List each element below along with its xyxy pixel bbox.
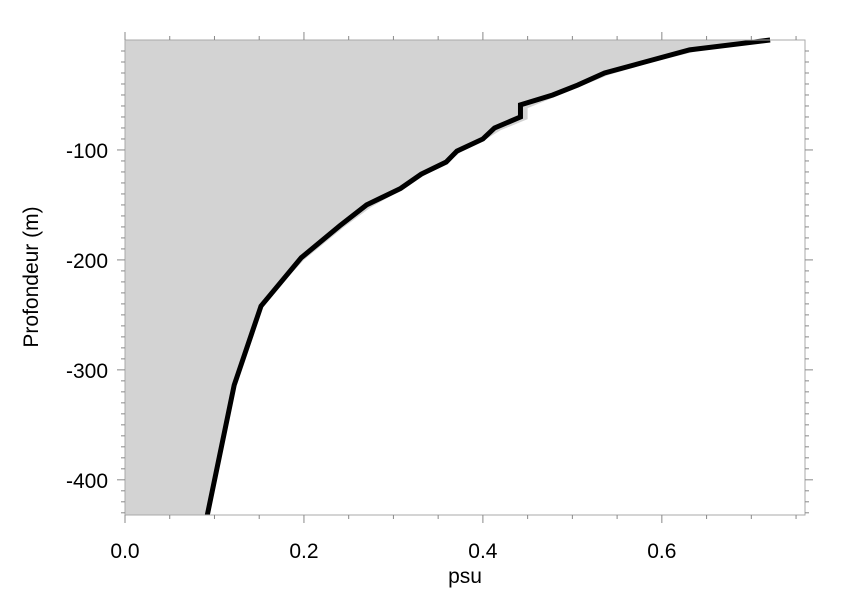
- y-axis-label: Profondeur (m): [20, 206, 43, 347]
- plot-frame: [124, 39, 806, 516]
- y-tick-label: -400: [66, 470, 108, 493]
- x-tick-label: 0.4: [468, 540, 498, 563]
- x-axis-label: psu: [448, 565, 482, 588]
- shaded-area: [125, 40, 770, 515]
- profile-line: [204, 37, 771, 516]
- x-tick-label: 0.0: [110, 540, 139, 563]
- x-tick-label: 0.2: [289, 540, 318, 563]
- y-tick-label: -200: [66, 250, 108, 273]
- y-tick-label: -100: [66, 140, 108, 163]
- x-tick-label: 0.6: [647, 540, 676, 563]
- y-tick-label: -300: [66, 360, 108, 383]
